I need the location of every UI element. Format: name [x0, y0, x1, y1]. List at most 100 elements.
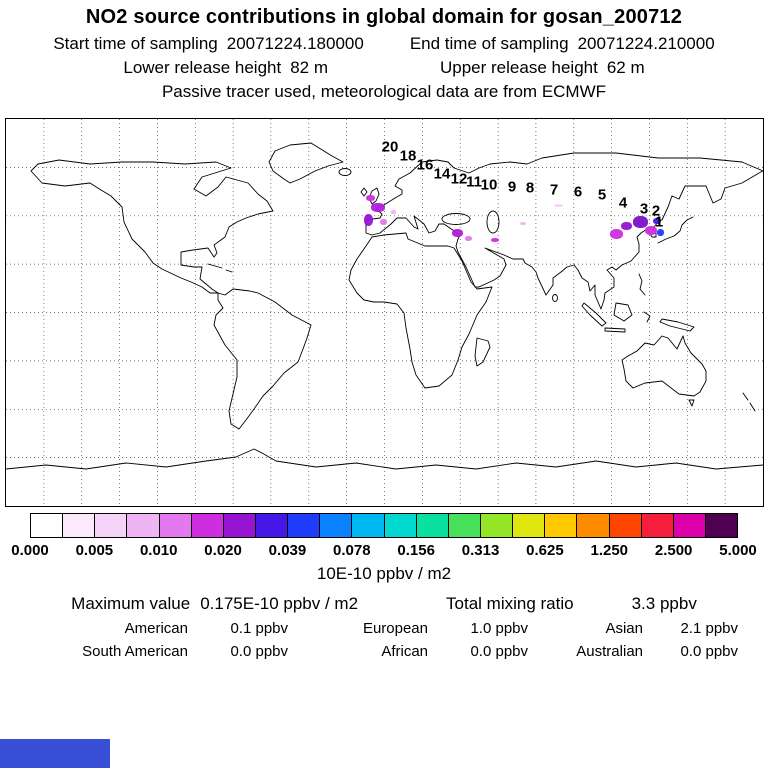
figure-title: NO2 source contributions in global domai… — [85, 6, 683, 28]
source-contribution-patch — [621, 222, 632, 230]
colorbar-tick-label: 0.625 — [526, 542, 564, 559]
coast-greenland — [268, 142, 344, 184]
region-value: 0.0 ppbv — [470, 643, 528, 660]
colorbar-segment — [705, 514, 738, 537]
trajectory-hour-label: 18 — [399, 147, 417, 165]
coast-sulawesi — [643, 311, 651, 323]
coast-new-guinea — [659, 318, 695, 332]
coast-eurasia — [365, 152, 763, 310]
source-contribution-patch — [610, 229, 623, 239]
trajectory-hour-label: 1 — [654, 213, 664, 231]
source-contribution-patch — [366, 195, 375, 201]
colorbar-segment — [288, 514, 321, 537]
source-contribution-patch — [657, 229, 664, 236]
coast-black-sea — [441, 213, 471, 225]
tracer-note: Passive tracer used, meteorological data… — [161, 82, 607, 101]
trajectory-hour-label: 5 — [597, 186, 607, 204]
end-time-value: 20071224.210000 — [577, 34, 715, 53]
upper-release-label: Upper release height — [440, 58, 598, 77]
region-name: South American — [82, 643, 188, 660]
trajectory-hour-label: 4 — [618, 194, 628, 212]
colorbar-segment — [641, 514, 674, 537]
colorbar-segment — [673, 514, 706, 537]
sampling-times-row: Start time of sampling 20071224.180000 E… — [0, 34, 768, 54]
region-value: 0.1 ppbv — [230, 620, 288, 637]
world-map-svg — [6, 119, 763, 506]
source-contribution-patch — [645, 226, 657, 235]
colorbar-segment — [352, 514, 385, 537]
colorbar-segment — [577, 514, 610, 537]
colorbar-tick-label: 0.005 — [75, 542, 114, 559]
colorbar-tick-label: 0.078 — [333, 542, 371, 559]
source-contribution-patch — [554, 204, 563, 207]
end-time: End time of sampling 20071224.210000 — [410, 34, 715, 54]
colorbar-segment — [513, 514, 546, 537]
colorbar-tick-label: 2.500 — [654, 542, 693, 559]
colorbar-tick-label: 0.039 — [268, 542, 307, 559]
colorbar-segment — [223, 514, 256, 537]
trajectory-hour-label: 3 — [639, 200, 649, 218]
coast-iceland — [338, 168, 352, 176]
colorbar-tick-label: 0.313 — [461, 542, 500, 559]
colorbar-tick-label: 1.250 — [590, 542, 629, 559]
release-heights-row: Lower release height 82 m Upper release … — [0, 58, 768, 78]
coast-japan — [657, 216, 694, 244]
upper-release-value: 62 m — [606, 58, 645, 77]
colorbar-segment — [191, 514, 224, 537]
region-name: Asian — [605, 620, 643, 637]
trajectory-hour-label: 11 — [466, 173, 482, 191]
source-contribution-patch — [491, 238, 499, 242]
colorbar-segment — [416, 514, 449, 537]
trajectory-hour-label: 12 — [450, 170, 468, 188]
source-contribution-patch — [364, 214, 373, 226]
colorbar-tick-label: 0.020 — [204, 542, 242, 559]
source-contribution-patch — [465, 236, 472, 241]
start-time: Start time of sampling 20071224.180000 — [53, 34, 364, 54]
source-contribution-patch — [452, 229, 463, 237]
colorbar — [30, 513, 738, 538]
coast-tasmania — [688, 399, 695, 407]
stats-row: Maximum value 0.175E-10 ppbv / m2 Total … — [0, 594, 768, 614]
colorbar-segment — [320, 514, 353, 537]
trajectory-hour-label: 8 — [525, 179, 535, 197]
trajectory-hour-label: 6 — [573, 183, 583, 201]
trajectory-hour-label: 7 — [549, 181, 559, 199]
colorbar-segment — [545, 514, 578, 537]
colorbar-segment — [95, 514, 128, 537]
colorbar-segment — [127, 514, 160, 537]
upper-release-height: Upper release height 62 m — [440, 58, 645, 78]
region-name: African — [381, 643, 428, 660]
region-value: 0.0 ppbv — [680, 643, 738, 660]
colorbar-tick-label: 0.156 — [397, 542, 435, 559]
coast-caspian-sea — [486, 210, 500, 234]
trajectory-hour-label: 16 — [416, 156, 434, 174]
region-value: 2.1 ppbv — [680, 620, 738, 637]
lower-release-height: Lower release height 82 m — [123, 58, 328, 78]
end-time-label: End time of sampling — [409, 34, 569, 53]
trajectory-hour-label: 20 — [381, 138, 399, 156]
region-contributions-table: American 0.1 ppbv European 1.0 ppbv Asia… — [38, 619, 738, 662]
coast-sumatra — [581, 302, 607, 327]
coast-cuba — [207, 263, 233, 273]
colorbar-tick-label: 0.000 — [11, 542, 49, 559]
coast-sri-lanka — [552, 294, 558, 302]
colorbar-segment — [384, 514, 417, 537]
coast-borneo — [613, 302, 633, 322]
colorbar-tick-label: 5.000 — [719, 542, 757, 559]
source-contribution-patch — [371, 203, 385, 212]
region-value: 0.0 ppbv — [230, 643, 288, 660]
trajectory-hour-label: 14 — [433, 165, 451, 183]
lower-release-label: Lower release height — [123, 58, 282, 77]
trajectory-hour-label: 9 — [507, 178, 517, 196]
coast-north-america — [30, 159, 274, 294]
lower-release-value: 82 m — [290, 58, 328, 77]
region-value: 1.0 ppbv — [470, 620, 528, 637]
source-contribution-patch — [520, 222, 526, 225]
coast-ireland — [360, 187, 368, 197]
total-mixing-ratio-value: 3.3 ppbv — [631, 594, 697, 613]
grid-lines — [6, 119, 763, 506]
max-value-label: Maximum value — [71, 594, 191, 613]
colorbar-ticks: 0.000 0.005 0.010 0.020 0.039 0.078 0.156 0.313… — [11, 542, 757, 560]
coast-madagascar — [474, 337, 491, 367]
